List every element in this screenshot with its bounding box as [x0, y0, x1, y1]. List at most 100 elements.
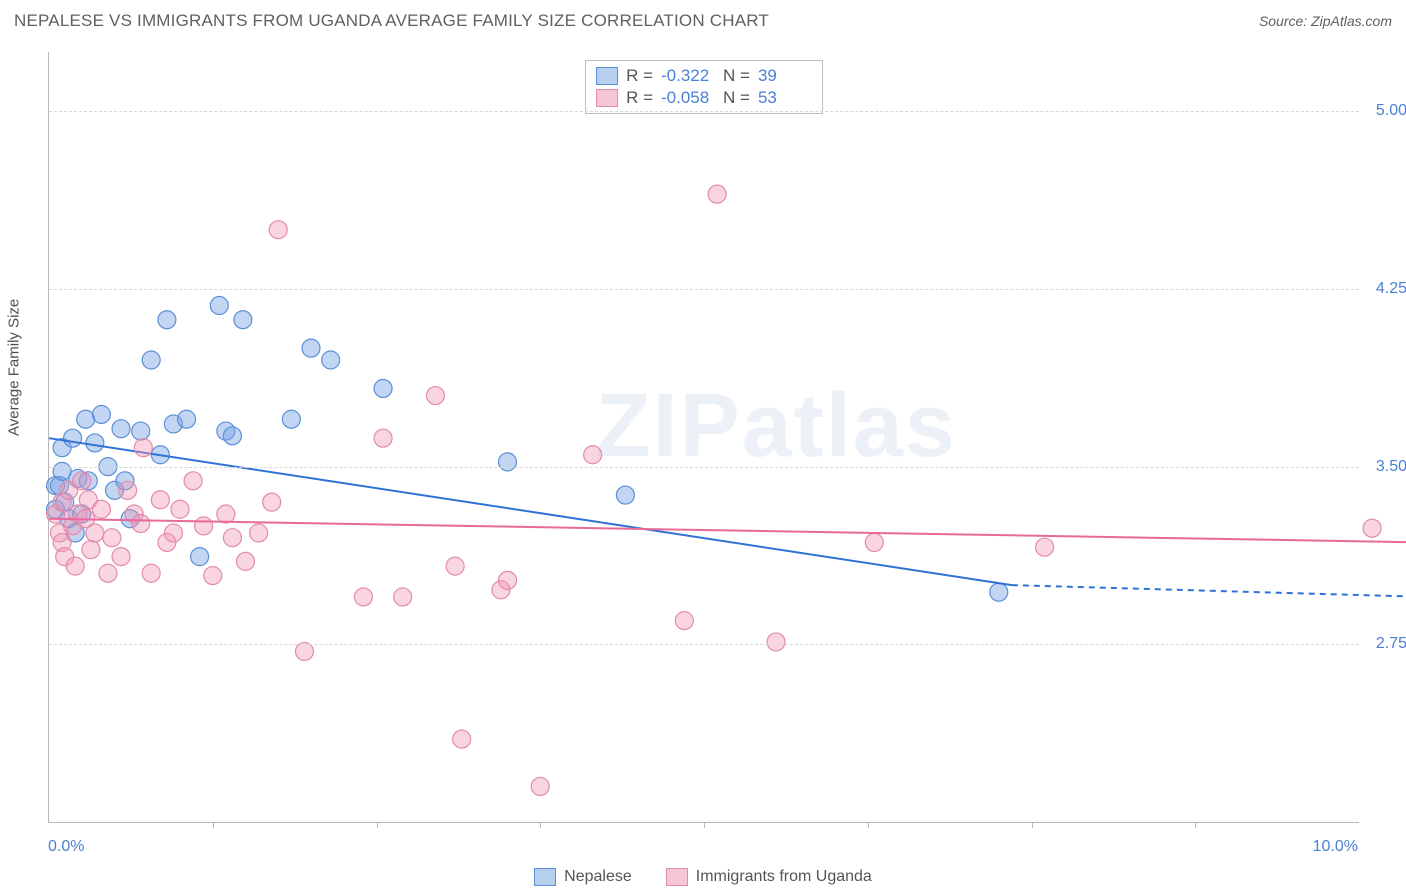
data-point-uganda — [584, 446, 602, 464]
legend-item-nepalese: Nepalese — [534, 868, 632, 886]
data-point-nepalese — [234, 311, 252, 329]
y-axis-title: Average Family Size — [6, 299, 23, 436]
data-point-nepalese — [223, 427, 241, 445]
y-tick-label: 4.25 — [1365, 280, 1406, 298]
r-value-nepalese: -0.322 — [661, 66, 715, 86]
x-tick — [213, 822, 214, 828]
n-value-nepalese: 39 — [758, 66, 812, 86]
stats-row-uganda: R = -0.058 N = 53 — [596, 87, 812, 109]
data-point-uganda — [446, 557, 464, 575]
x-tick — [540, 822, 541, 828]
data-point-uganda — [708, 185, 726, 203]
data-point-uganda — [142, 564, 160, 582]
gridline — [49, 111, 1359, 112]
data-point-uganda — [223, 529, 241, 547]
swatch-nepalese-icon — [534, 868, 556, 886]
data-point-uganda — [171, 500, 189, 518]
data-point-uganda — [354, 588, 372, 606]
y-tick-label: 2.75 — [1365, 635, 1406, 653]
data-point-uganda — [86, 524, 104, 542]
data-point-uganda — [394, 588, 412, 606]
x-tick — [704, 822, 705, 828]
x-tick — [377, 822, 378, 828]
data-point-nepalese — [616, 486, 634, 504]
legend-label-uganda: Immigrants from Uganda — [696, 868, 872, 886]
n-value-uganda: 53 — [758, 88, 812, 108]
data-point-uganda — [112, 548, 130, 566]
x-tick — [1032, 822, 1033, 828]
data-point-nepalese — [191, 548, 209, 566]
r-label: R = — [626, 66, 653, 86]
stats-row-nepalese: R = -0.322 N = 39 — [596, 65, 812, 87]
data-point-nepalese — [92, 405, 110, 423]
scatter-svg — [49, 52, 1359, 822]
data-point-uganda — [269, 221, 287, 239]
data-point-nepalese — [302, 339, 320, 357]
data-point-nepalese — [178, 410, 196, 428]
data-point-uganda — [250, 524, 268, 542]
data-point-uganda — [151, 491, 169, 509]
data-point-nepalese — [112, 420, 130, 438]
gridline — [49, 289, 1359, 290]
data-point-uganda — [73, 472, 91, 490]
x-tick — [868, 822, 869, 828]
series-legend: Nepalese Immigrants from Uganda — [0, 868, 1406, 886]
data-point-uganda — [92, 500, 110, 518]
swatch-uganda — [596, 89, 618, 107]
data-point-uganda — [767, 633, 785, 651]
data-point-nepalese — [158, 311, 176, 329]
plot-area: ZIPatlas R = -0.322 N = 39 R = -0.058 N … — [48, 52, 1359, 823]
data-point-nepalese — [142, 351, 160, 369]
y-tick-label: 3.50 — [1365, 458, 1406, 476]
x-max-label: 10.0% — [1313, 838, 1358, 856]
data-point-nepalese — [282, 410, 300, 428]
data-point-nepalese — [132, 422, 150, 440]
data-point-uganda — [499, 571, 517, 589]
legend-label-nepalese: Nepalese — [564, 868, 632, 886]
data-point-uganda — [237, 552, 255, 570]
chart-title: NEPALESE VS IMMIGRANTS FROM UGANDA AVERA… — [14, 11, 769, 31]
data-point-nepalese — [64, 429, 82, 447]
data-point-uganda — [1363, 519, 1381, 537]
data-point-uganda — [132, 514, 150, 532]
n-label: N = — [723, 66, 750, 86]
data-point-uganda — [82, 541, 100, 559]
y-tick-label: 5.00 — [1365, 102, 1406, 120]
data-point-uganda — [103, 529, 121, 547]
r-value-uganda: -0.058 — [661, 88, 715, 108]
data-point-uganda — [204, 567, 222, 585]
data-point-uganda — [99, 564, 117, 582]
stats-legend: R = -0.322 N = 39 R = -0.058 N = 53 — [585, 60, 823, 114]
data-point-uganda — [134, 439, 152, 457]
data-point-nepalese — [86, 434, 104, 452]
data-point-uganda — [531, 777, 549, 795]
data-point-uganda — [1036, 538, 1054, 556]
x-axis-labels: 0.0% 10.0% — [48, 838, 1358, 862]
data-point-nepalese — [374, 379, 392, 397]
data-point-uganda — [195, 517, 213, 535]
data-point-uganda — [119, 481, 137, 499]
data-point-uganda — [263, 493, 281, 511]
source-attribution: Source: ZipAtlas.com — [1259, 13, 1392, 29]
swatch-nepalese — [596, 67, 618, 85]
trendline-extrapolation-nepalese — [1012, 585, 1406, 597]
gridline — [49, 644, 1359, 645]
header-bar: NEPALESE VS IMMIGRANTS FROM UGANDA AVERA… — [0, 0, 1406, 42]
data-point-uganda — [66, 557, 84, 575]
x-min-label: 0.0% — [48, 838, 84, 856]
data-point-uganda — [217, 505, 235, 523]
data-point-uganda — [865, 533, 883, 551]
x-tick — [1195, 822, 1196, 828]
data-point-uganda — [426, 387, 444, 405]
data-point-nepalese — [210, 297, 228, 315]
r-label: R = — [626, 88, 653, 108]
data-point-uganda — [453, 730, 471, 748]
data-point-nepalese — [322, 351, 340, 369]
data-point-nepalese — [499, 453, 517, 471]
legend-item-uganda: Immigrants from Uganda — [666, 868, 872, 886]
swatch-uganda-icon — [666, 868, 688, 886]
gridline — [49, 467, 1359, 468]
data-point-nepalese — [990, 583, 1008, 601]
data-point-uganda — [164, 524, 182, 542]
data-point-uganda — [184, 472, 202, 490]
